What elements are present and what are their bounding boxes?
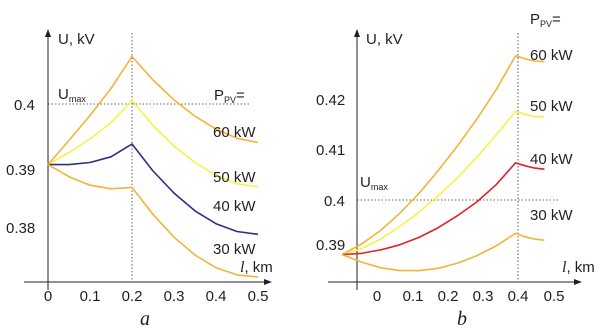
- panel-b-series-label-40: 40 kW: [530, 151, 573, 168]
- panel-b-xtick-1: 0.1: [403, 288, 424, 305]
- panel-a-ytick-2: 0.4: [14, 97, 35, 114]
- panel-a-series-label-60: 60 kW: [213, 124, 256, 141]
- panel-a-xtick-4: 0.4: [206, 288, 227, 305]
- panel-a-series-label-30: 30 kW: [213, 241, 256, 258]
- panel-a-series-label-40: 40 kW: [213, 198, 256, 215]
- panel-b-xtick-5: 0.5: [544, 288, 565, 305]
- panel-b-series-line-30-kw: [341, 232, 545, 272]
- panel-a-xtick-5: 0.5: [248, 288, 269, 305]
- panel-b-ytick-2: 0.41: [316, 142, 345, 159]
- panel-a-umax-main: U: [58, 86, 69, 103]
- panel-b-pv-title-main: P: [530, 11, 540, 28]
- panel-a-series-line-50-kw: [47, 99, 259, 188]
- panel-b-x-axis-label: l, km: [562, 259, 595, 276]
- panel-a-ytick-1: 0.39: [6, 162, 35, 179]
- panel-b-xtick-3: 0.3: [473, 288, 494, 305]
- panel-b-pv-title-suffix: =: [552, 11, 561, 28]
- panel-a-caption: a: [140, 308, 150, 330]
- panel-a-x-axis-label-l: l: [240, 259, 245, 276]
- panel-b-umax-main: U: [360, 174, 371, 191]
- panel-b: U, kV Umax PPV= 60 kW 50 kW 40 kW 30 kW …: [316, 11, 595, 330]
- panel-a-xtick-0: 0: [44, 288, 52, 305]
- panel-b-y-axis-label: U, kV: [366, 31, 403, 48]
- panel-b-pv-title: PPV=: [530, 11, 561, 29]
- panel-b-caption: b: [457, 308, 467, 330]
- panel-b-ytick-0: 0.39: [316, 237, 345, 254]
- panel-a-xtick-2: 0.2: [122, 288, 143, 305]
- panel-a-series-line-60-kw: [47, 55, 259, 166]
- panel-a-series-line-30-kw: [47, 163, 259, 278]
- panel-a-pv-title: PPV=: [214, 87, 245, 105]
- panel-b-series-label-30: 30 kW: [530, 207, 573, 224]
- panel-b-series-label-60: 60 kW: [530, 47, 573, 64]
- panel-a-series-label-50: 50 kW: [213, 169, 256, 186]
- panel-b-xtick-0: 0: [373, 288, 381, 305]
- panel-a-x-axis-label-unit: , km: [244, 259, 272, 276]
- panel-b-series-line-60-kw: [341, 55, 545, 256]
- panel-a-y-axis-label: U, kV: [58, 31, 95, 48]
- panel-a-x-axis-label: l, km: [240, 259, 273, 276]
- panel-b-curves: [341, 55, 545, 272]
- panel-b-umax-sub: max: [371, 182, 389, 192]
- panel-b-series-line-50-kw: [341, 110, 545, 256]
- panel-a-pv-title-suffix: =: [236, 87, 245, 104]
- panel-b-x-axis-label-unit: , km: [566, 259, 594, 276]
- panel-a-xtick-1: 0.1: [80, 288, 101, 305]
- panel-a-umax-label: Umax: [58, 86, 86, 104]
- panel-b-xtick-4: 0.4: [508, 288, 529, 305]
- panel-b-umax-label: Umax: [360, 174, 388, 192]
- panel-a-xtick-3: 0.3: [164, 288, 185, 305]
- panel-b-series-line-40-kw: [341, 162, 545, 256]
- panel-a: U, kV Umax PPV= 60 kW 50 kW 40 kW 30 kW …: [6, 29, 273, 330]
- panel-b-xtick-2: 0.2: [438, 288, 459, 305]
- panel-b-ytick-3: 0.42: [316, 92, 345, 109]
- panel-a-umax-sub: max: [69, 94, 87, 104]
- panel-a-curves: [47, 55, 259, 278]
- panel-a-pv-title-sub: PV: [224, 95, 236, 105]
- panel-b-pv-title-sub: PV: [540, 19, 552, 29]
- panel-b-ytick-1: 0.4: [324, 193, 345, 210]
- panel-a-ytick-0: 0.38: [6, 220, 35, 237]
- panel-a-series-line-40-kw: [48, 143, 259, 236]
- panel-a-pv-title-main: P: [214, 87, 224, 104]
- panel-b-series-label-50: 50 kW: [530, 98, 573, 115]
- panel-b-x-axis-label-l: l: [562, 259, 567, 276]
